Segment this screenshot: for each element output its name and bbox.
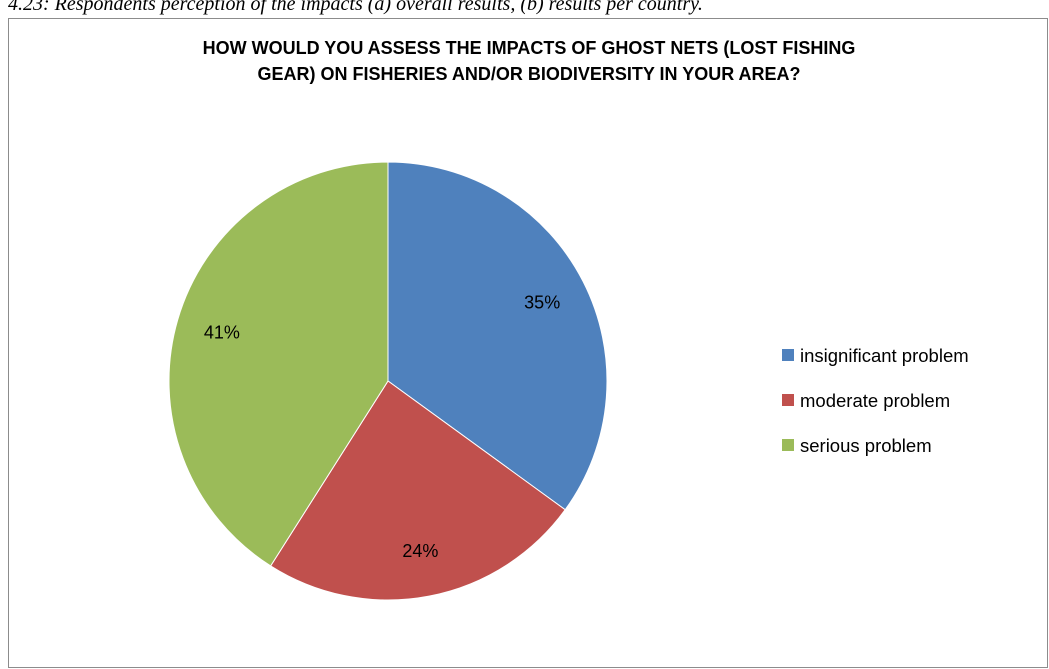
pie-slice-serious-problem — [168, 161, 389, 567]
data-label-serious-problem: 41% — [204, 323, 240, 343]
legend-swatch-moderate-problem — [782, 394, 794, 406]
chart-title-line-2: GEAR) ON FISHERIES AND/OR BIODIVERSITY I… — [257, 64, 800, 84]
legend-label-insignificant-problem: insignificant problem — [800, 345, 969, 366]
data-label-moderate-problem: 24% — [402, 541, 438, 561]
chart-legend: insignificant problem moderate problem ser… — [782, 345, 969, 456]
pie-slice-moderate-problem — [269, 380, 566, 601]
pie-data-labels: 35% 24% 41% — [204, 293, 560, 561]
chart-frame: HOW WOULD YOU ASSESS THE IMPACTS OF GHOS… — [8, 18, 1048, 668]
data-label-insignificant-problem: 35% — [524, 293, 560, 313]
legend-swatch-insignificant-problem — [782, 349, 794, 361]
chart-title-line-1: HOW WOULD YOU ASSESS THE IMPACTS OF GHOS… — [203, 38, 856, 58]
pie-slices — [168, 161, 608, 601]
legend-label-serious-problem: serious problem — [800, 435, 932, 456]
legend-label-moderate-problem: moderate problem — [800, 390, 950, 411]
pie-slice-insignificant-problem — [387, 161, 608, 511]
pie-chart: HOW WOULD YOU ASSESS THE IMPACTS OF GHOS… — [168, 38, 969, 601]
legend-swatch-serious-problem — [782, 439, 794, 451]
figure-caption: 4.23: Respondents perception of the impa… — [8, 0, 703, 15]
